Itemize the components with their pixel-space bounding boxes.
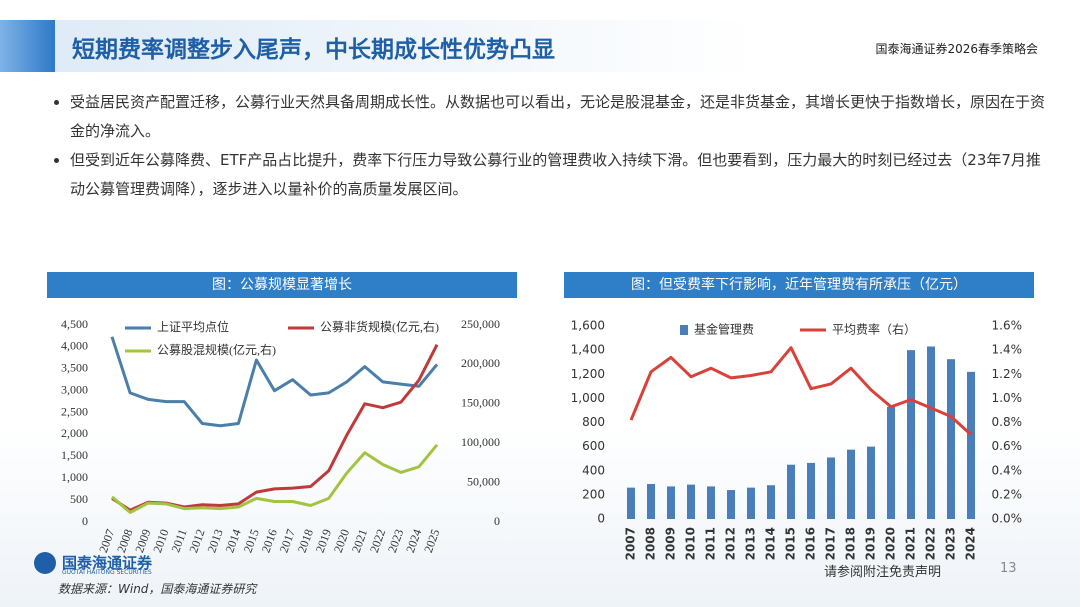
x-tick-label: 2013 bbox=[744, 527, 758, 560]
x-tick-label: 2024 bbox=[964, 527, 978, 560]
y2-tick-label: 0 bbox=[494, 514, 500, 528]
y-tick-label: 800 bbox=[582, 415, 605, 429]
logo-icon bbox=[34, 552, 56, 574]
x-tick-label: 2019 bbox=[864, 527, 878, 560]
y2-tick-label: 0.8% bbox=[992, 415, 1023, 429]
y2-tick-label: 1.2% bbox=[992, 367, 1023, 381]
bar bbox=[747, 487, 755, 519]
bar bbox=[867, 446, 875, 519]
y2-tick-label: 150,000 bbox=[461, 396, 500, 410]
x-tick-label: 2025 bbox=[421, 527, 442, 554]
x-tick-label: 2014 bbox=[764, 527, 778, 560]
bar bbox=[927, 346, 935, 519]
slide-title: 短期费率调整步入尾声，中长期成长性优势凸显 bbox=[72, 37, 555, 63]
legend-label: 平均费率（右） bbox=[832, 322, 916, 337]
bar bbox=[667, 486, 675, 519]
y-tick-label: 1,400 bbox=[571, 343, 605, 357]
x-tick-label: 2009 bbox=[664, 527, 678, 560]
y-tick-label: 3,500 bbox=[61, 361, 88, 375]
y2-tick-label: 1.6% bbox=[992, 319, 1023, 333]
series-line bbox=[111, 443, 439, 514]
bar bbox=[787, 464, 795, 519]
legend-label: 上证平均点位 bbox=[157, 319, 229, 334]
x-tick-label: 2012 bbox=[724, 527, 738, 560]
chart-title: 图：但受费率下行影响，近年管理费有所承压（亿元） bbox=[564, 272, 1034, 298]
legend-label: 公募非货规模(亿元,右) bbox=[320, 319, 439, 334]
y2-tick-label: 0.4% bbox=[992, 463, 1023, 477]
x-tick-label: 2018 bbox=[844, 527, 858, 560]
bar bbox=[767, 485, 775, 519]
bar bbox=[847, 449, 855, 519]
bar bbox=[887, 406, 895, 519]
legend-label: 基金管理费 bbox=[694, 322, 754, 337]
y2-tick-label: 1.4% bbox=[992, 343, 1023, 357]
bar bbox=[647, 484, 655, 519]
bar bbox=[947, 359, 955, 519]
x-tick-label: 2010 bbox=[684, 527, 698, 560]
x-tick-label: 2016 bbox=[804, 527, 818, 560]
legend-swatch bbox=[680, 325, 688, 335]
chart-title: 图：公募规模显著增长 bbox=[47, 272, 517, 298]
bar bbox=[727, 490, 735, 519]
x-tick-label: 2017 bbox=[824, 527, 838, 560]
y-tick-label: 3,000 bbox=[61, 382, 88, 396]
bullet: 受益居民资产配置迁移，公募行业天然具备周期成长性。从数据也可以看出，无论是股混基… bbox=[70, 88, 1055, 146]
y-tick-label: 1,000 bbox=[61, 470, 88, 484]
bar bbox=[967, 371, 975, 519]
y-tick-label: 1,200 bbox=[571, 367, 605, 381]
bar bbox=[707, 486, 715, 519]
x-tick-label: 2011 bbox=[704, 527, 718, 560]
y-tick-label: 1,500 bbox=[61, 448, 88, 462]
bar bbox=[807, 462, 815, 519]
header-band bbox=[0, 20, 1080, 72]
y-tick-label: 200 bbox=[582, 487, 605, 501]
logo-en: GUOTAI HAITONG SECURITIES bbox=[62, 569, 152, 576]
y-tick-label: 500 bbox=[70, 492, 88, 506]
x-tick-label: 2020 bbox=[884, 527, 898, 560]
page-number: 13 bbox=[1000, 561, 1017, 576]
bar bbox=[627, 487, 635, 519]
x-tick-label: 2010 bbox=[150, 527, 171, 554]
y-tick-label: 4,000 bbox=[61, 339, 88, 353]
bar bbox=[907, 350, 915, 519]
disclaimer: 请参阅附注免责声明 bbox=[824, 565, 942, 580]
series-line bbox=[110, 336, 439, 428]
event-name: 国泰海通证券2026春季策略会 bbox=[875, 42, 1038, 56]
bar bbox=[687, 484, 695, 519]
y-tick-label: 600 bbox=[582, 439, 605, 453]
y2-tick-label: 0.2% bbox=[992, 487, 1023, 501]
y-tick-label: 0 bbox=[597, 512, 605, 526]
x-tick-label: 2021 bbox=[904, 527, 918, 560]
y2-tick-label: 250,000 bbox=[461, 317, 500, 331]
source: 数据来源：Wind，国泰海通证券研究 bbox=[58, 582, 257, 596]
y-tick-label: 1,000 bbox=[571, 391, 605, 405]
y-tick-label: 2,500 bbox=[61, 404, 88, 418]
y2-tick-label: 100,000 bbox=[461, 435, 500, 449]
x-tick-label: 2023 bbox=[944, 527, 958, 560]
x-tick-label: 2008 bbox=[644, 527, 658, 560]
y2-tick-label: 200,000 bbox=[461, 356, 500, 370]
y-tick-label: 1,600 bbox=[571, 319, 605, 333]
bar bbox=[827, 457, 835, 519]
logo: 国泰海通证券 bbox=[62, 554, 153, 572]
series-line bbox=[111, 344, 439, 512]
y2-tick-label: 1.0% bbox=[992, 391, 1023, 405]
bullet: 但受到近年公募降费、ETF产品占比提升，费率下行压力导致公募行业的管理费收入持续… bbox=[70, 146, 1055, 204]
y-tick-label: 400 bbox=[582, 463, 605, 477]
x-tick-label: 2022 bbox=[924, 527, 938, 560]
legend-label: 公募股混规模(亿元,右) bbox=[157, 342, 276, 357]
x-tick-label: 2007 bbox=[624, 527, 638, 560]
series-line bbox=[629, 346, 973, 436]
y2-tick-label: 0.0% bbox=[992, 512, 1023, 526]
y-tick-label: 2,000 bbox=[61, 426, 88, 440]
y2-tick-label: 0.6% bbox=[992, 439, 1023, 453]
y-tick-label: 4,500 bbox=[61, 317, 88, 331]
y-tick-label: 0 bbox=[82, 514, 88, 528]
x-tick-label: 2015 bbox=[784, 527, 798, 560]
y2-tick-label: 50,000 bbox=[467, 474, 500, 488]
header-accent bbox=[0, 20, 55, 72]
bullets: 受益居民资产配置迁移，公募行业天然具备周期成长性。从数据也可以看出，无论是股混基… bbox=[48, 88, 1055, 204]
